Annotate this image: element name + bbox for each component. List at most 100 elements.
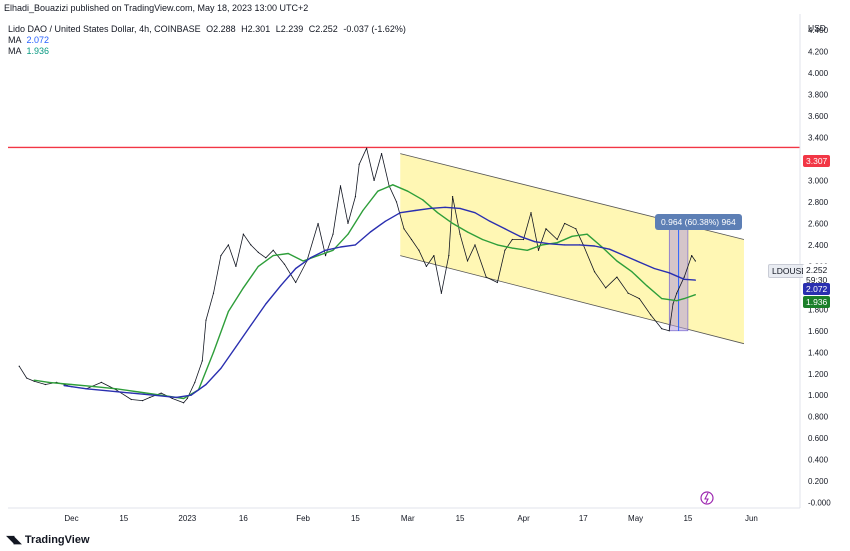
legend-ma-fast[interactable]: MA 1.936 — [8, 46, 49, 56]
price-line-point — [511, 238, 513, 241]
ma-fast-line-point — [466, 231, 469, 233]
legend-ma1-value: 2.072 — [26, 35, 50, 45]
price-line-point — [668, 330, 670, 332]
bar-countdown: 59:30 — [806, 275, 828, 285]
ma-slow-line-point — [593, 245, 596, 247]
price-line-point — [100, 381, 102, 383]
ma-fast-line-point — [272, 255, 274, 257]
price-tick-label: 1.200 — [808, 370, 829, 379]
ma-slow-line-point — [175, 396, 177, 398]
ma-slow-line-point — [85, 388, 88, 390]
price-line-point — [347, 222, 349, 225]
ma-slow-line-point — [489, 220, 491, 222]
price-line-point — [474, 244, 476, 246]
ma-slow-line-point — [653, 267, 655, 270]
price-tick-label: 0.200 — [808, 477, 829, 486]
publisher-header: Elhadi_Bouazizi published on TradingView… — [4, 3, 309, 13]
price-line-point — [593, 271, 596, 273]
price-tick-label: 3.800 — [808, 91, 829, 100]
ma-slow-line-point — [324, 249, 327, 251]
ma-slow-line-point — [153, 394, 155, 396]
ma-slow-line-point — [235, 346, 237, 348]
time-tick-label: Jun — [745, 514, 758, 523]
ma-slow-line-point — [504, 228, 506, 230]
legend-high: 2.301 — [247, 24, 271, 34]
legend-title: Lido DAO / United States Dollar, 4h, COI… — [8, 24, 201, 34]
price-tick-label: 1.600 — [808, 327, 829, 336]
ma-fast-line-point — [317, 255, 319, 257]
price-line-point — [448, 255, 450, 257]
ma-fast-line-point — [257, 265, 259, 267]
replay-icon[interactable] — [700, 491, 714, 505]
price-line-point — [220, 255, 222, 257]
time-tick-label: 15 — [119, 514, 128, 523]
price-tick-label: 2.800 — [808, 198, 829, 207]
ma-slow-line-point — [534, 241, 536, 243]
legend-low: 2.239 — [280, 24, 304, 34]
price-line-point — [250, 244, 252, 246]
price-line-point — [373, 179, 375, 182]
price-tick-label: 2.600 — [808, 219, 829, 228]
price-line-point — [33, 380, 35, 382]
price-line-point — [242, 233, 244, 235]
ma-fast-line-point — [287, 252, 289, 255]
price-line-point — [627, 292, 629, 294]
channel-fill — [400, 153, 744, 344]
ma-slow-line-point — [108, 390, 110, 392]
symbol-badge: LDOUSD — [768, 264, 812, 278]
price-tick-label: 4.000 — [808, 69, 829, 78]
time-tick-label: Dec — [64, 514, 78, 523]
ma-slow-line-point — [63, 384, 65, 387]
price-line-point — [661, 328, 663, 330]
ma-fast-line-point — [496, 244, 498, 246]
legend-ma2-label: MA — [8, 46, 22, 56]
price-tick-label: -0.000 — [808, 499, 831, 508]
time-tick-label: 16 — [239, 514, 248, 523]
ma-fast-line-point — [571, 235, 573, 237]
price-line-point — [537, 249, 540, 251]
price-tick-label: 1.000 — [808, 391, 829, 400]
ma-fast-line-point — [526, 249, 528, 251]
currency-label[interactable]: USD — [808, 23, 826, 33]
legend-ohlc: Lido DAO / United States Dollar, 4h, COI… — [8, 24, 406, 34]
ma-fast-line-point — [631, 271, 633, 273]
price-line-point — [212, 292, 215, 294]
price-line-point — [649, 314, 652, 316]
price-line-point — [205, 319, 207, 321]
ma-slow-line-point — [694, 279, 696, 281]
ma-slow-line-point — [250, 324, 252, 327]
ma-fast-badge: 1.936 — [803, 296, 831, 308]
price-line-point — [257, 251, 259, 254]
price-line-point — [496, 281, 498, 284]
legend-high-label: H — [241, 24, 248, 34]
ma-slow-line-point — [220, 367, 222, 369]
price-line-point — [466, 260, 469, 262]
ma-slow-line-point — [444, 206, 446, 208]
price-tick-label: 3.400 — [808, 134, 829, 143]
ma-fast-line-point — [70, 383, 73, 386]
ma-slow-line-point — [295, 267, 297, 270]
ma-fast-line-point — [556, 242, 558, 244]
price-tick-label: 0.400 — [808, 456, 829, 465]
ma-fast-line-point — [616, 260, 618, 262]
ma-slow-line-point — [578, 244, 581, 246]
ma-fast-line-point — [138, 391, 140, 393]
price-line-point — [605, 287, 607, 289]
price-line-point — [171, 397, 173, 400]
tradingview-footer[interactable]: ◥◣ TradingView — [6, 533, 90, 547]
price-line-point — [638, 297, 640, 300]
price-line-point — [130, 398, 132, 401]
price-line-point — [149, 396, 151, 398]
ma-fast-line-point — [93, 386, 95, 388]
price-line-point — [545, 228, 547, 230]
price-line-point — [672, 303, 674, 305]
price-line-point — [141, 400, 144, 402]
legend-ma-slow[interactable]: MA 2.072 — [8, 35, 49, 45]
price-line-point — [182, 402, 185, 404]
ma-slow-line-point — [265, 303, 267, 305]
tradingview-logo: ◥◣ — [6, 534, 22, 546]
price-line-point — [366, 147, 368, 149]
ma-slow-line-point — [354, 244, 357, 246]
ma-fast-line-point — [392, 184, 394, 186]
